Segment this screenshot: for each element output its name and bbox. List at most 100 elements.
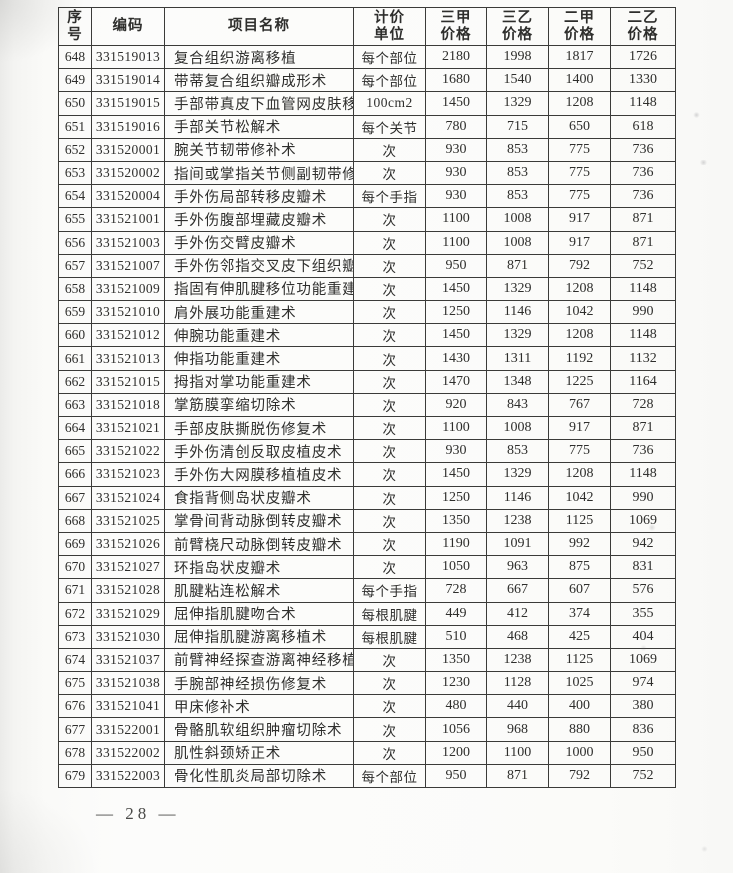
cell-serial-number: 664 — [58, 415, 92, 441]
cell-tier3b-price: 1329 — [486, 276, 549, 302]
cell-serial-number: 672 — [58, 601, 92, 626]
cell-tier3a-price: 510 — [425, 624, 487, 649]
cell-code: 331519014 — [91, 68, 165, 93]
cell-tier2a-price: 792 — [548, 253, 611, 278]
cell-tier3b-price: 1128 — [486, 671, 549, 696]
cell-code: 331521022 — [91, 439, 165, 464]
cell-code: 331520004 — [91, 184, 165, 209]
fee-table-body: 648 331519013 复合组织游离移植 每个部位 2180 1998 1817 1726… — [58, 44, 676, 789]
cell-item-name: 手外伤清创反取皮植皮术 — [164, 439, 354, 464]
cell-tier3b-price: 1100 — [486, 740, 549, 765]
cell-tier2a-price: 767 — [548, 392, 611, 418]
cell-pricing-unit: 每根肌腱 — [353, 601, 426, 626]
cell-pricing-unit: 次 — [353, 253, 426, 278]
table-row: 674 331521037 前臂神经探查游离神经移植术次 1350 1238 1125 10… — [58, 647, 676, 673]
cell-code: 331519013 — [91, 44, 165, 70]
cell-code: 331521024 — [91, 485, 165, 510]
cell-tier3a-price: 480 — [425, 694, 487, 719]
cell-tier3a-price: 950 — [425, 763, 487, 789]
table-row: 666 331521023 手外伤大网膜移植植皮术次 1450 1329 1208 1148 — [58, 462, 676, 487]
cell-item-name: 伸腕功能重建术 — [164, 323, 354, 348]
cell-code: 331522003 — [91, 763, 165, 789]
cell-serial-number: 662 — [58, 369, 92, 394]
cell-tier3a-price: 1470 — [425, 369, 487, 394]
cell-code: 331519016 — [91, 114, 165, 139]
header-line: 二甲 — [564, 9, 595, 26]
cell-tier2a-price: 775 — [548, 137, 611, 162]
cell-tier3b-price: 1998 — [486, 44, 549, 70]
cell-tier2a-price: 775 — [548, 439, 611, 464]
cell-serial-number: 671 — [58, 578, 92, 603]
table-row: 679 331522003 骨化性肌炎局部切除术 每个部位 950 871 792 752 — [58, 763, 676, 789]
page-number: — 28 — — [96, 804, 180, 823]
cell-tier2b-price: 752 — [610, 763, 676, 789]
cell-tier2a-price: 650 — [548, 114, 611, 139]
cell-tier2a-price: 400 — [548, 694, 611, 719]
cell-item-name: 手外伤大网膜移植植皮术 — [164, 462, 354, 487]
cell-tier3b-price: 1540 — [486, 68, 549, 93]
cell-pricing-unit: 次 — [353, 740, 426, 765]
cell-code: 331521009 — [91, 276, 165, 302]
cell-pricing-unit: 次 — [353, 415, 426, 441]
cell-tier3a-price: 930 — [425, 184, 487, 209]
cell-tier3b-price: 853 — [486, 439, 549, 464]
cell-tier3a-price: 1350 — [425, 647, 487, 673]
cell-code: 331521030 — [91, 624, 165, 649]
cell-tier3a-price: 920 — [425, 392, 487, 418]
cell-tier2a-price: 917 — [548, 207, 611, 232]
cell-tier3a-price: 1350 — [425, 508, 487, 533]
cell-item-name: 手部带真皮下血管网皮肤移植术 — [164, 91, 354, 116]
cell-tier2b-price: 736 — [610, 160, 676, 186]
cell-tier3a-price: 1056 — [425, 717, 487, 742]
cell-tier3b-price: 1238 — [486, 508, 549, 533]
cell-serial-number: 670 — [58, 555, 92, 580]
cell-tier2a-price: 992 — [548, 531, 611, 557]
header-line: 三乙 — [502, 9, 533, 26]
cell-tier3a-price: 1250 — [425, 485, 487, 510]
cell-pricing-unit: 次 — [353, 717, 426, 742]
cell-code: 331521025 — [91, 508, 165, 533]
cell-tier2b-price: 990 — [610, 300, 676, 325]
cell-tier3a-price: 1250 — [425, 300, 487, 325]
table-row: 677 331522001 骨骼肌软组织肿瘤切除术次 1056 968 880 836 — [58, 717, 676, 742]
cell-pricing-unit: 每根肌腱 — [353, 624, 426, 649]
cell-serial-number: 649 — [58, 68, 92, 93]
header-tier2b-price: 二乙 价格 — [610, 7, 676, 46]
cell-tier2b-price: 736 — [610, 137, 676, 162]
cell-tier3a-price: 728 — [425, 578, 487, 603]
cell-serial-number: 659 — [58, 300, 92, 325]
cell-code: 331521029 — [91, 601, 165, 626]
cell-tier3a-price: 1430 — [425, 346, 487, 371]
cell-item-name: 拇指对掌功能重建术 — [164, 369, 354, 394]
cell-tier3a-price: 780 — [425, 114, 487, 139]
cell-item-name: 手外伤邻指交叉皮下组织瓣术 — [164, 253, 354, 278]
cell-pricing-unit: 次 — [353, 346, 426, 371]
cell-item-name: 指固有伸肌腱移位功能重建术 — [164, 276, 354, 302]
cell-tier2b-price: 1148 — [610, 462, 676, 487]
cell-tier2b-price: 1069 — [610, 647, 676, 673]
cell-code: 331521027 — [91, 555, 165, 580]
cell-serial-number: 657 — [58, 253, 92, 278]
cell-code: 331521023 — [91, 462, 165, 487]
header-line: 价格 — [440, 26, 472, 43]
cell-item-name: 手部关节松解术 — [164, 114, 354, 139]
cell-tier2b-price: 871 — [610, 415, 676, 441]
cell-serial-number: 665 — [58, 439, 92, 464]
cell-tier2b-price: 1330 — [610, 68, 676, 93]
cell-tier2a-price: 775 — [548, 184, 611, 209]
cell-serial-number: 653 — [58, 160, 92, 186]
cell-pricing-unit: 100cm2 — [353, 91, 426, 116]
cell-pricing-unit: 次 — [353, 207, 426, 232]
cell-tier2a-price: 1125 — [548, 647, 611, 673]
cell-tier3b-price: 667 — [486, 578, 549, 603]
header-line: 二乙 — [627, 9, 659, 26]
cell-item-name: 屈伸指肌腱游离移植术 — [164, 624, 354, 649]
cell-tier2a-price: 1208 — [548, 276, 611, 302]
header-line: 项目名称 — [228, 18, 290, 34]
cell-tier2a-price: 425 — [548, 624, 611, 649]
cell-tier3a-price: 1100 — [425, 207, 487, 232]
cell-code: 331521015 — [91, 369, 165, 394]
cell-code: 331521007 — [91, 253, 165, 278]
cell-pricing-unit: 每个部位 — [353, 68, 426, 93]
cell-code: 331520001 — [91, 137, 165, 162]
